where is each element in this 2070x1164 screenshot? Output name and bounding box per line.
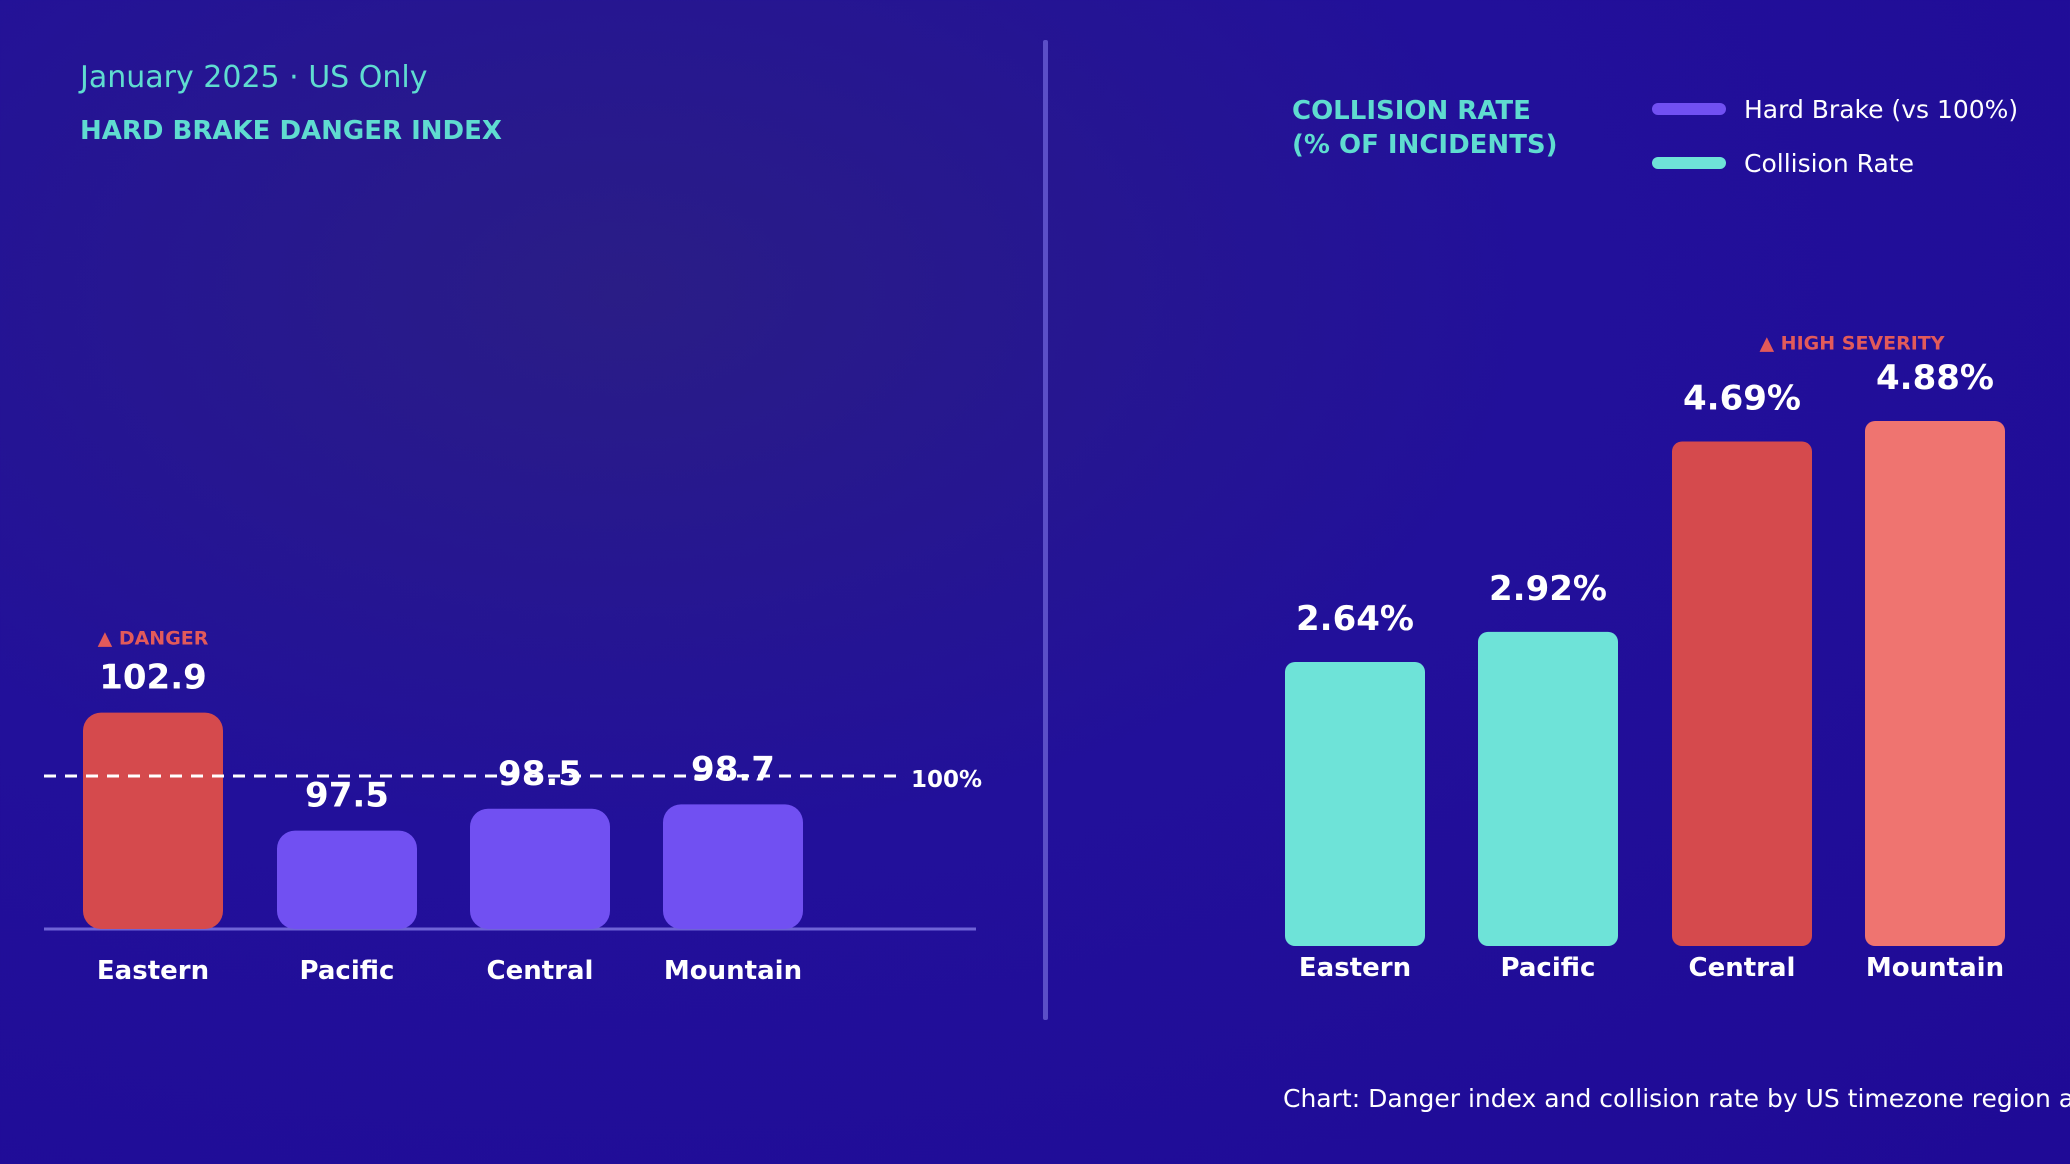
collision-value-pacific: 2.92% [1489,569,1607,609]
legend-item-hard-brake: Hard Brake (vs 100%) [1652,82,2018,136]
legend-swatch-collision-rate [1652,157,1726,169]
danger-category-eastern: Eastern [97,956,209,986]
right-chart-title: COLLISION RATE (% OF INCIDENTS) [1292,94,1558,162]
danger-bar-pacific [277,830,417,929]
collision-value-central: 4.69% [1683,378,1801,418]
collision-category-mountain: Mountain [1866,953,2004,983]
collision-bar-mountain [1865,421,2005,946]
chart-legend: Hard Brake (vs 100%) Collision Rate [1652,82,2018,190]
danger-category-central: Central [487,956,594,986]
collision-value-eastern: 2.64% [1296,599,1414,639]
danger-category-mountain: Mountain [664,956,802,986]
collision-value-mountain: 4.88% [1876,358,1994,398]
danger-bar-eastern [83,712,223,929]
danger-flag-label: ▲ DANGER [98,628,209,650]
collision-bar-central [1672,441,1812,946]
legend-item-collision-rate: Collision Rate [1652,136,2018,190]
chart-note: Chart: Danger index and collision rate b… [1283,1084,2070,1113]
collision-category-eastern: Eastern [1299,953,1411,983]
collision-category-pacific: Pacific [1501,953,1596,983]
reference-line-label: 100% [911,767,982,793]
chart-subtitle: January 2025 · US Only [80,60,428,95]
danger-category-pacific: Pacific [300,956,395,986]
danger-value-mountain: 98.7 [691,749,775,789]
collision-bar-eastern [1285,661,1425,946]
danger-value-eastern: 102.9 [99,658,207,698]
panel-divider [1043,40,1048,1020]
legend-label-hard-brake: Hard Brake (vs 100%) [1744,94,2019,124]
collision-flag-label: ▲ HIGH SEVERITY [1759,332,1944,354]
left-chart-title: HARD BRAKE DANGER INDEX [80,116,502,146]
legend-swatch-hard-brake [1652,103,1726,115]
right-title-line-2: (% OF INCIDENTS) [1292,130,1558,160]
danger-bar-mountain [663,804,803,929]
danger-value-central: 98.5 [498,754,582,794]
collision-category-central: Central [1689,953,1796,983]
collision-bar-pacific [1478,631,1618,946]
danger-value-pacific: 97.5 [305,776,389,816]
danger-bar-central [470,808,610,929]
legend-label-collision-rate: Collision Rate [1744,148,1914,178]
right-title-line-1: COLLISION RATE [1292,96,1531,126]
